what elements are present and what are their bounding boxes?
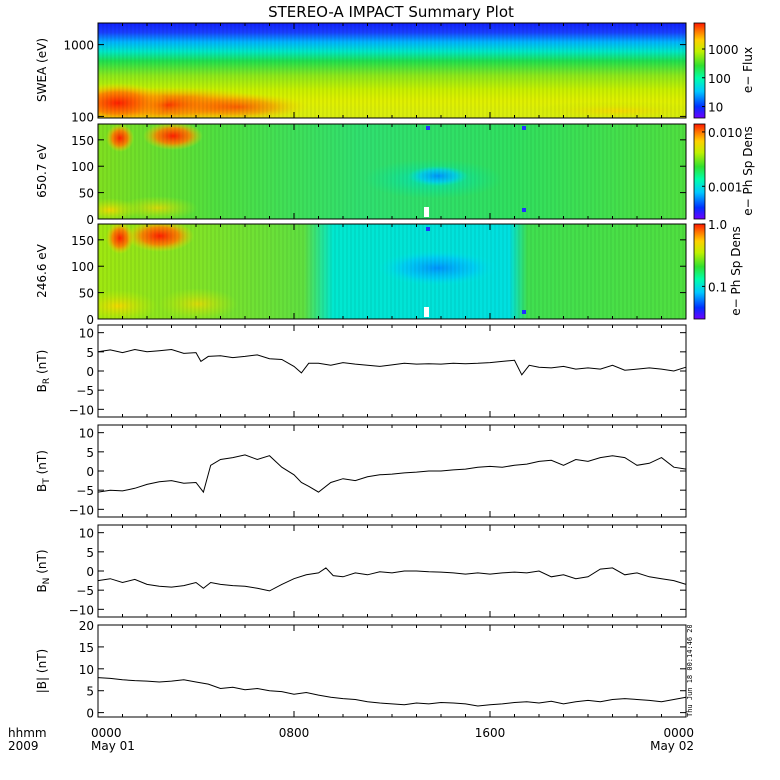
bn-panel: −10 −5 0 5 10 BN (nT): [35, 524, 687, 618]
pad246-spectrogram: [98, 224, 686, 319]
colorbar-pad246-label: e− Ph Sp Dens: [729, 226, 743, 315]
field-trace: [97, 567, 687, 592]
y-tick-label: −5: [76, 384, 94, 398]
y-tick-label: 5: [86, 446, 94, 460]
y-tick-label: 0: [86, 213, 94, 227]
colorbar-tick-label: 0.010: [708, 126, 742, 140]
y-tick-label: 100: [71, 160, 94, 174]
y-tick-label: 5: [86, 546, 94, 560]
bn-ylabel: BN (nT): [35, 549, 52, 592]
y-tick-label: 0: [86, 365, 94, 379]
pad650-ylabel: 650.7 eV: [35, 143, 49, 198]
field-trace: [97, 454, 687, 494]
y-tick-label: 150: [71, 234, 94, 248]
bt-ylabel: BT (nT): [35, 450, 52, 492]
y-tick-label: 0: [86, 565, 94, 579]
colorbar-tick-label: 0.1: [708, 280, 727, 294]
x-date-label: May 02: [650, 739, 694, 753]
y-tick-label: −5: [76, 584, 94, 598]
pad246-panel: 0 50 100 150 246.6 eV: [35, 223, 687, 327]
swea-ylabel: SWEA (eV): [35, 38, 49, 102]
colorbar-tick-label: 100: [708, 72, 731, 86]
colorbar-tick-label: 10: [708, 101, 723, 115]
y-tick-label: 0: [86, 465, 94, 479]
y-tick-label: 10: [79, 663, 94, 677]
y-tick-label: 50: [79, 187, 94, 201]
y-tick-label: 5: [86, 685, 94, 699]
y-tick-label: 10: [79, 327, 94, 341]
y-tick-label: 0: [86, 707, 94, 721]
pad650-spectrogram: [98, 124, 686, 219]
y-tick-label: 10: [79, 427, 94, 441]
y-tick-label: 15: [79, 641, 94, 655]
colorbar-tick-label: 1.0: [708, 218, 727, 232]
y-tick-label: −5: [76, 484, 94, 498]
pad246-ylabel: 246.6 eV: [35, 243, 49, 298]
x-tick-label: 1600: [475, 726, 506, 740]
y-tick-label: 5: [86, 346, 94, 360]
y-tick-label: 1000: [63, 39, 94, 53]
figure-title: STEREO-A IMPACT Summary Plot: [268, 3, 514, 21]
y-tick-label: 150: [71, 134, 94, 148]
bmag-panel: 0 5 10 15 20 |B| (nT): [35, 619, 687, 721]
colorbar-swea: 10 100 1000 e− Flux: [693, 22, 755, 119]
y-tick-label: −10: [69, 503, 94, 517]
colorbar-tick-label: 0.001: [708, 180, 742, 194]
x-tick-label: 0800: [279, 726, 310, 740]
x-tick-label: 0000: [663, 726, 694, 740]
colorbar-tick-label: 1000: [708, 43, 739, 57]
timestamp-text: Thu Jun 18 00:14:46 2010: [686, 625, 694, 717]
hhmm-label: hhmm: [8, 726, 47, 740]
y-tick-label: 50: [79, 287, 94, 301]
y-tick-label: 20: [79, 619, 94, 633]
y-tick-label: 10: [79, 527, 94, 541]
y-tick-label: −10: [69, 403, 94, 417]
year-label: 2009: [8, 739, 39, 753]
x-date-label: May 01: [91, 739, 135, 753]
colorbar-pad246: 0.1 1.0 e− Ph Sp Dens: [693, 218, 743, 320]
br-panel: −10 −5 0 5 10 BR (nT): [35, 324, 687, 418]
colorbar-pad650-label: e− Ph Sp Dens: [741, 126, 755, 215]
x-tick-label: 0000: [91, 726, 122, 740]
bt-panel: −10 −5 0 5 10 BT (nT): [35, 424, 687, 518]
colorbar-swea-label: e− Flux: [741, 47, 755, 93]
pad650-panel: 0 50 100 150 650.7 eV: [35, 123, 687, 227]
y-tick-label: 100: [71, 110, 94, 124]
swea-spectrogram: [98, 23, 686, 118]
field-trace: [97, 677, 687, 707]
y-tick-label: 100: [71, 260, 94, 274]
generation-timestamp: Thu Jun 18 00:14:46 2010: [686, 625, 694, 717]
y-tick-label: −10: [69, 603, 94, 617]
swea-panel: 100 1000 SWEA (eV): [35, 22, 687, 124]
bmag-ylabel: |B| (nT): [35, 649, 49, 693]
y-tick-label: 0: [86, 313, 94, 327]
colorbar-pad650: 0.001 0.010 e− Ph Sp Dens: [693, 123, 755, 220]
br-ylabel: BR (nT): [35, 350, 52, 393]
field-trace: [97, 348, 687, 376]
